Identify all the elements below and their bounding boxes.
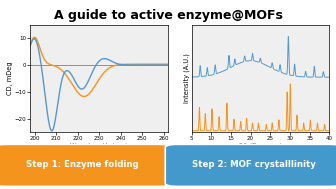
X-axis label: Wavelength (nm): Wavelength (nm) <box>70 143 128 149</box>
Text: A guide to active enzyme@MOFs: A guide to active enzyme@MOFs <box>53 9 283 22</box>
Text: Step 2: MOF crystalllinity: Step 2: MOF crystalllinity <box>192 160 316 169</box>
FancyBboxPatch shape <box>165 144 336 186</box>
Y-axis label: CD, mDeg: CD, mDeg <box>7 62 13 95</box>
Text: Step 1: Enzyme folding: Step 1: Enzyme folding <box>26 160 139 169</box>
Y-axis label: Intensity (A.U.): Intensity (A.U.) <box>184 53 190 103</box>
FancyBboxPatch shape <box>0 144 171 186</box>
X-axis label: 2θ (Degrees): 2θ (Degrees) <box>239 143 282 149</box>
